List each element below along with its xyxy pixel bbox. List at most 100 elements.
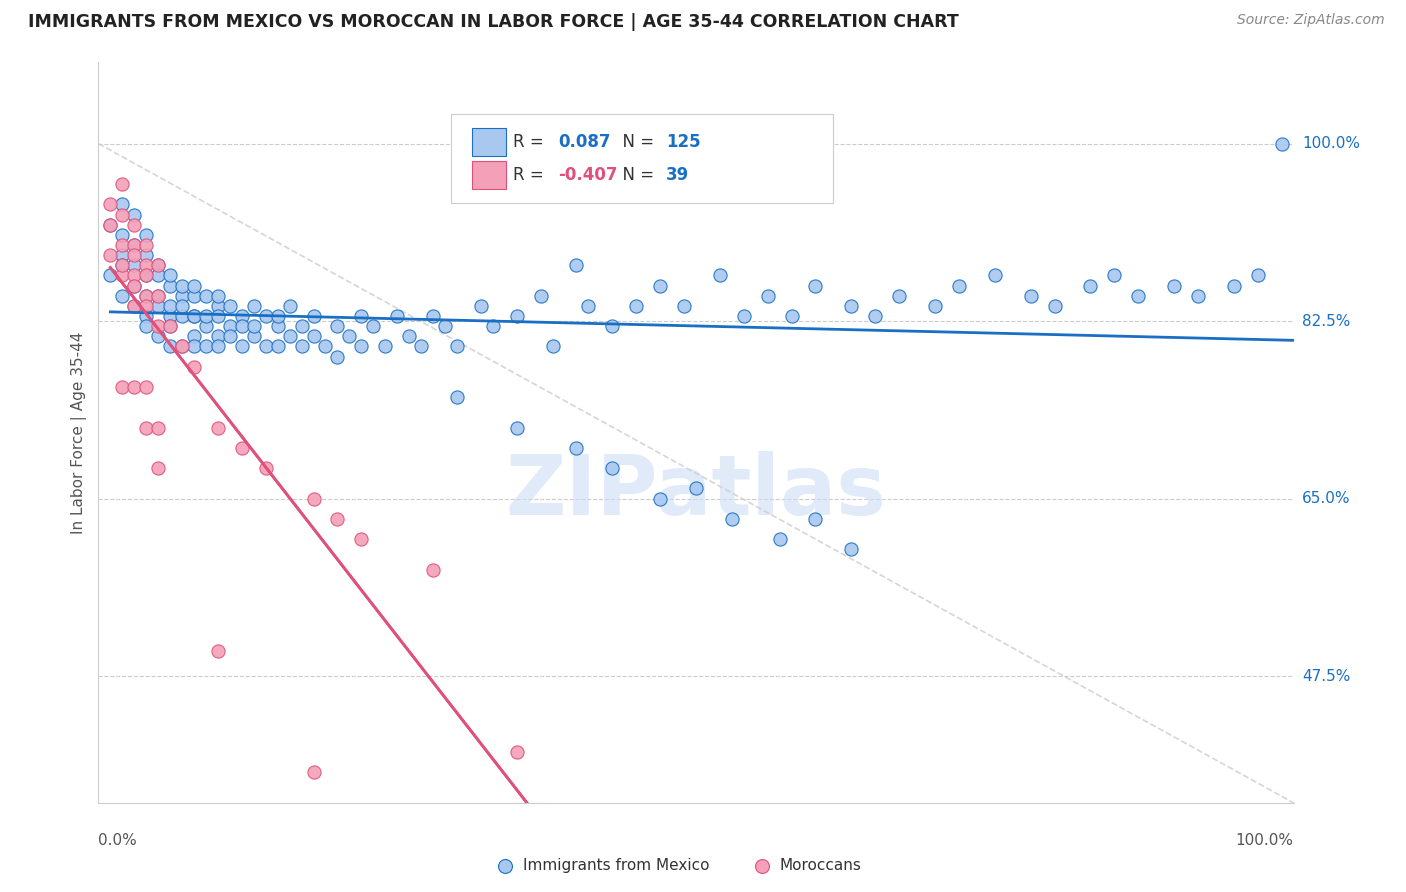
Point: [434, 319, 457, 334]
Point: [148, 258, 170, 272]
Point: [172, 339, 194, 353]
Point: [231, 441, 253, 455]
Point: [648, 491, 672, 506]
Point: [506, 745, 529, 759]
Point: [243, 319, 266, 334]
Text: 65.0%: 65.0%: [1302, 491, 1350, 506]
Point: [207, 329, 229, 343]
Point: [135, 238, 157, 252]
Point: [135, 420, 157, 434]
Point: [1223, 278, 1246, 293]
Point: [565, 258, 588, 272]
Point: [648, 278, 672, 293]
Point: [302, 329, 325, 343]
Point: [135, 268, 157, 283]
Point: [159, 278, 181, 293]
Point: [780, 309, 803, 323]
Point: [124, 380, 146, 394]
Point: [733, 309, 755, 323]
Point: [111, 197, 134, 211]
Point: [374, 339, 396, 353]
Point: [506, 309, 529, 323]
Point: [231, 319, 253, 334]
Point: [626, 299, 648, 313]
Point: [124, 238, 146, 252]
Text: N =: N =: [613, 166, 659, 184]
Point: [124, 248, 146, 262]
Point: [254, 309, 277, 323]
Point: [602, 319, 624, 334]
Text: 125: 125: [666, 134, 700, 152]
Point: [470, 299, 492, 313]
Text: Immigrants from Mexico: Immigrants from Mexico: [523, 858, 709, 873]
Point: [565, 441, 588, 455]
Point: [148, 461, 170, 475]
Point: [1043, 299, 1066, 313]
Point: [446, 390, 468, 404]
Point: [135, 268, 157, 283]
Point: [267, 309, 290, 323]
Point: [267, 319, 290, 334]
Point: [172, 309, 194, 323]
Point: [148, 289, 170, 303]
Point: [948, 278, 970, 293]
Text: N =: N =: [613, 134, 659, 152]
Point: [111, 248, 134, 262]
Point: [135, 289, 157, 303]
Point: [841, 542, 863, 557]
Point: [111, 268, 134, 283]
Point: [111, 238, 134, 252]
Point: [172, 289, 194, 303]
Point: [148, 289, 170, 303]
Text: 100.0%: 100.0%: [1236, 833, 1294, 848]
Point: [148, 258, 170, 272]
FancyBboxPatch shape: [472, 128, 506, 156]
Point: [219, 329, 242, 343]
Text: IMMIGRANTS FROM MEXICO VS MOROCCAN IN LABOR FORCE | AGE 35-44 CORRELATION CHART: IMMIGRANTS FROM MEXICO VS MOROCCAN IN LA…: [28, 13, 959, 31]
Point: [159, 319, 181, 334]
Text: 100.0%: 100.0%: [1302, 136, 1360, 151]
Point: [135, 309, 157, 323]
Point: [243, 299, 266, 313]
Point: [267, 339, 290, 353]
Point: [195, 319, 218, 334]
Point: [148, 299, 170, 313]
Point: [148, 329, 170, 343]
Point: [159, 309, 181, 323]
Point: [1080, 278, 1102, 293]
Point: [1271, 136, 1294, 151]
Text: R =: R =: [513, 134, 550, 152]
Point: [326, 319, 349, 334]
Point: [159, 299, 181, 313]
Text: 82.5%: 82.5%: [1302, 314, 1350, 328]
FancyBboxPatch shape: [472, 161, 506, 189]
Point: [756, 289, 779, 303]
Point: [183, 278, 205, 293]
Point: [422, 309, 444, 323]
Point: [243, 329, 266, 343]
Point: [207, 299, 229, 313]
Point: [207, 309, 229, 323]
Text: Moroccans: Moroccans: [779, 858, 862, 873]
Point: [148, 319, 170, 334]
Point: [291, 319, 314, 334]
Point: [124, 299, 146, 313]
Point: [148, 268, 170, 283]
Text: -0.407: -0.407: [558, 166, 619, 184]
Point: [541, 339, 564, 353]
Point: [841, 299, 863, 313]
Point: [506, 420, 529, 434]
Point: [207, 420, 229, 434]
Point: [530, 289, 553, 303]
Point: [804, 278, 827, 293]
Point: [98, 218, 122, 232]
Point: [207, 643, 229, 657]
Point: [172, 299, 194, 313]
Point: [231, 339, 253, 353]
Point: [326, 350, 349, 364]
Point: [721, 512, 744, 526]
Point: [254, 461, 277, 475]
Point: [446, 339, 468, 353]
Point: [1247, 268, 1270, 283]
Point: [159, 339, 181, 353]
